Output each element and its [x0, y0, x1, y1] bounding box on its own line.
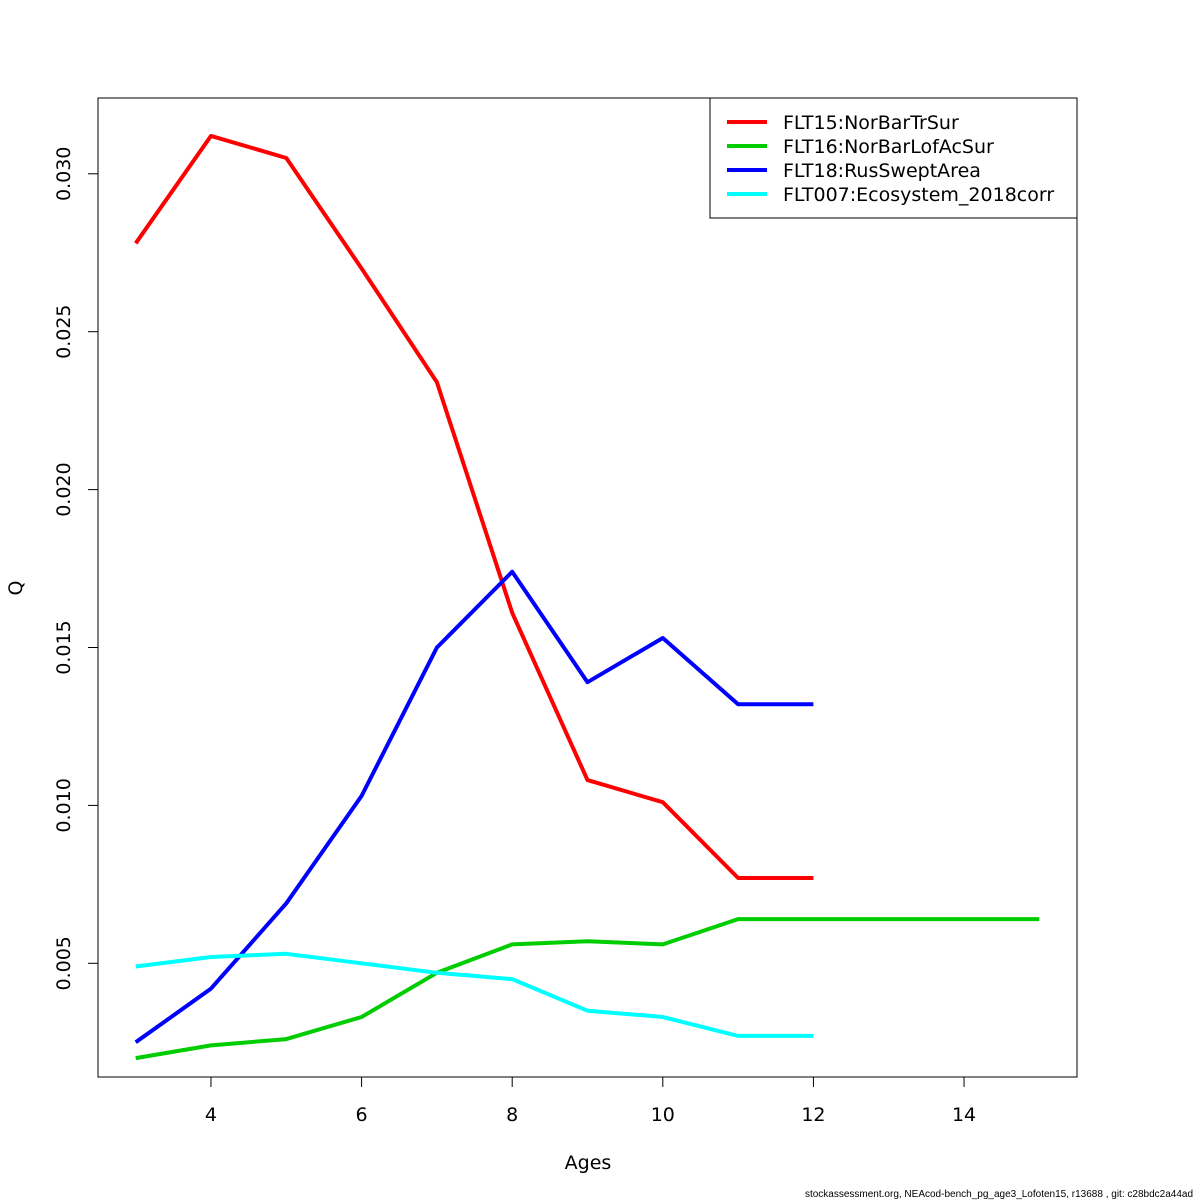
x-tick-label: 8: [506, 1104, 518, 1126]
x-axis: 4 6 8 10 12 14: [205, 1077, 976, 1126]
x-tick-label: 4: [205, 1104, 217, 1126]
legend-box: [709, 97, 1078, 219]
x-tick-label: 14: [952, 1104, 976, 1126]
x-axis-label: Ages: [565, 1152, 612, 1174]
y-tick-label: 0.005: [53, 936, 75, 990]
legend-label: FLT16:NorBarLofAcSur: [783, 136, 994, 158]
x-tick-label: 12: [801, 1104, 825, 1126]
legend-label: FLT007:Ecosystem_2018corr: [783, 184, 1054, 206]
plot-frame: [97, 97, 1078, 1078]
series-line-1: [134, 133, 814, 880]
y-tick-label: 0.015: [53, 620, 75, 674]
x-tick-label: 6: [356, 1104, 368, 1126]
y-tick-label: 0.030: [53, 147, 75, 201]
x-tick-label: 10: [651, 1104, 675, 1126]
y-axis-label: Q: [5, 581, 27, 596]
y-tick-label: 0.025: [53, 304, 75, 358]
footer-text: stockassessment.org, NEAcod-bench_pg_age…: [805, 1189, 1193, 1200]
series-line-3: [134, 569, 814, 1044]
legend: FLT15:NorBarTrSurFLT16:NorBarLofAcSurFLT…: [709, 97, 1078, 219]
y-axis: 0.005 0.010 0.015 0.020 0.025 0.030: [53, 147, 98, 991]
legend-label: FLT15:NorBarTrSur: [783, 112, 959, 134]
series-line-4: [135, 951, 814, 1038]
series-line-2: [135, 917, 1040, 1061]
y-tick-label: 0.010: [53, 778, 75, 832]
legend-label: FLT18:RusSweptArea: [783, 160, 981, 182]
series-layer: [134, 133, 1040, 1061]
y-tick-label: 0.020: [53, 462, 75, 516]
